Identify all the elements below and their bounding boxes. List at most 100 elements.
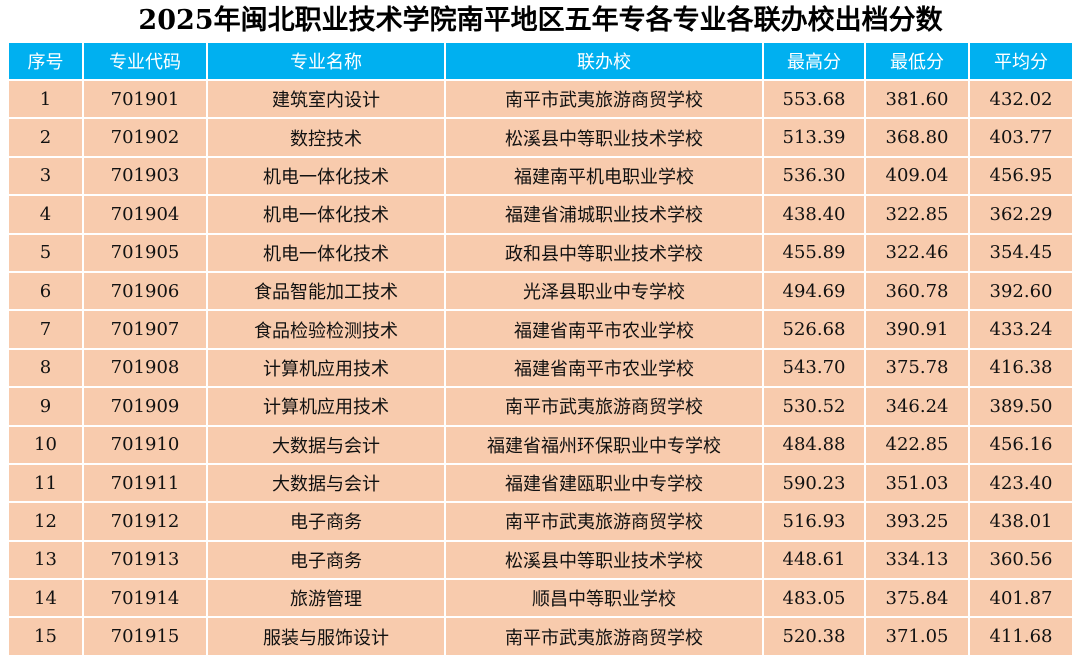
cell-partner-school: 光泽县职业中专学校 xyxy=(444,270,764,312)
cell-major-code: 701901 xyxy=(82,78,208,120)
cell-index: 10 xyxy=(7,424,84,465)
table-row: 5 701905 机电一体化技术 政和县中等职业技术学校 455.89 322.46 354… xyxy=(7,232,1074,273)
cell-min-score: 390.91 xyxy=(864,309,970,350)
cell-min-score: 422.85 xyxy=(864,424,970,465)
header-min-score: 最低分 xyxy=(864,41,970,81)
table-row: 8 701908 计算机应用技术 福建省南平市农业学校 543.70 375.78 416.… xyxy=(7,347,1074,389)
cell-max-score: 448.61 xyxy=(762,539,866,581)
cell-max-score: 484.88 xyxy=(762,424,866,465)
cell-avg-score: 456.16 xyxy=(968,424,1074,465)
cell-min-score: 371.05 xyxy=(864,616,970,657)
cell-major-code: 701908 xyxy=(82,347,208,389)
cell-index: 1 xyxy=(7,78,84,120)
cell-partner-school: 福建省福州环保职业中专学校 xyxy=(444,424,764,465)
header-major-code: 专业代码 xyxy=(82,41,208,81)
table-row: 4 701904 机电一体化技术 福建省浦城职业技术学校 438.40 322.85 362… xyxy=(7,194,1074,235)
cell-avg-score: 433.24 xyxy=(968,309,1074,350)
cell-partner-school: 松溪县中等职业技术学校 xyxy=(444,539,764,581)
cell-major-code: 701909 xyxy=(82,386,208,427)
cell-major-code: 701905 xyxy=(82,232,208,273)
table-row: 10 701910 大数据与会计 福建省福州环保职业中专学校 484.88 422.85 4… xyxy=(7,424,1074,465)
header-max-score: 最高分 xyxy=(762,41,866,81)
cell-major-name: 电子商务 xyxy=(206,539,446,581)
cell-max-score: 516.93 xyxy=(762,501,866,542)
cell-avg-score: 423.40 xyxy=(968,462,1074,504)
table-row: 1 701901 建筑室内设计 南平市武夷旅游商贸学校 553.68 381.60 432.… xyxy=(7,78,1074,120)
cell-major-name: 建筑室内设计 xyxy=(206,78,446,120)
cell-major-name: 大数据与会计 xyxy=(206,424,446,465)
table-row: 13 701913 电子商务 松溪县中等职业技术学校 448.61 334.13 360.5… xyxy=(7,539,1074,581)
cell-max-score: 513.39 xyxy=(762,117,866,158)
table-row: 11 701911 大数据与会计 福建省建瓯职业中专学校 590.23 351.03 423… xyxy=(7,462,1074,504)
cell-major-code: 701915 xyxy=(82,616,208,657)
cell-avg-score: 389.50 xyxy=(968,386,1074,427)
cell-max-score: 536.30 xyxy=(762,155,866,197)
cell-max-score: 526.68 xyxy=(762,309,866,350)
scores-table: 序号 专业代码 专业名称 联办校 最高分 最低分 平均分 1 701901 建筑室内设计 南平市武… xyxy=(7,41,1074,657)
cell-partner-school: 松溪县中等职业技术学校 xyxy=(444,117,764,158)
cell-max-score: 438.40 xyxy=(762,194,866,235)
header-major-name: 专业名称 xyxy=(206,41,446,81)
cell-major-code: 701903 xyxy=(82,155,208,197)
cell-major-name: 食品检验检测技术 xyxy=(206,309,446,350)
cell-min-score: 351.03 xyxy=(864,462,970,504)
cell-max-score: 494.69 xyxy=(762,270,866,312)
cell-major-name: 机电一体化技术 xyxy=(206,232,446,273)
cell-partner-school: 南平市武夷旅游商贸学校 xyxy=(444,501,764,542)
cell-major-code: 701902 xyxy=(82,117,208,158)
cell-major-name: 数控技术 xyxy=(206,117,446,158)
table-row: 14 701914 旅游管理 顺昌中等职业学校 483.05 375.84 401.87 xyxy=(7,578,1074,619)
cell-major-code: 701904 xyxy=(82,194,208,235)
cell-max-score: 483.05 xyxy=(762,578,866,619)
header-partner-school: 联办校 xyxy=(444,41,764,81)
cell-major-code: 701911 xyxy=(82,462,208,504)
cell-avg-score: 362.29 xyxy=(968,194,1074,235)
cell-max-score: 520.38 xyxy=(762,616,866,657)
cell-major-code: 701910 xyxy=(82,424,208,465)
cell-major-code: 701907 xyxy=(82,309,208,350)
cell-index: 8 xyxy=(7,347,84,389)
table-row: 9 701909 计算机应用技术 南平市武夷旅游商贸学校 530.52 346.24 389… xyxy=(7,386,1074,427)
cell-index: 14 xyxy=(7,578,84,619)
cell-index: 4 xyxy=(7,194,84,235)
table-row: 6 701906 食品智能加工技术 光泽县职业中专学校 494.69 360.78 392.… xyxy=(7,270,1074,312)
cell-partner-school: 南平市武夷旅游商贸学校 xyxy=(444,78,764,120)
cell-major-name: 计算机应用技术 xyxy=(206,347,446,389)
cell-avg-score: 438.01 xyxy=(968,501,1074,542)
cell-index: 13 xyxy=(7,539,84,581)
cell-major-code: 701914 xyxy=(82,578,208,619)
header-avg-score: 平均分 xyxy=(968,41,1074,81)
cell-min-score: 346.24 xyxy=(864,386,970,427)
table-row: 12 701912 电子商务 南平市武夷旅游商贸学校 516.93 393.25 438.0… xyxy=(7,501,1074,542)
cell-avg-score: 403.77 xyxy=(968,117,1074,158)
cell-min-score: 322.46 xyxy=(864,232,970,273)
table-row: 7 701907 食品检验检测技术 福建省南平市农业学校 526.68 390.91 433… xyxy=(7,309,1074,350)
cell-partner-school: 福建南平机电职业学校 xyxy=(444,155,764,197)
table-row: 2 701902 数控技术 松溪县中等职业技术学校 513.39 368.80 403.77 xyxy=(7,117,1074,158)
cell-avg-score: 411.68 xyxy=(968,616,1074,657)
cell-min-score: 409.04 xyxy=(864,155,970,197)
cell-max-score: 553.68 xyxy=(762,78,866,120)
cell-partner-school: 福建省浦城职业技术学校 xyxy=(444,194,764,235)
cell-major-name: 机电一体化技术 xyxy=(206,194,446,235)
cell-min-score: 375.78 xyxy=(864,347,970,389)
cell-major-name: 大数据与会计 xyxy=(206,462,446,504)
cell-index: 11 xyxy=(7,462,84,504)
cell-index: 7 xyxy=(7,309,84,350)
header-row: 序号 专业代码 专业名称 联办校 最高分 最低分 平均分 xyxy=(7,41,1074,81)
cell-max-score: 590.23 xyxy=(762,462,866,504)
cell-partner-school: 福建省南平市农业学校 xyxy=(444,347,764,389)
cell-index: 6 xyxy=(7,270,84,312)
cell-major-name: 计算机应用技术 xyxy=(206,386,446,427)
cell-min-score: 322.85 xyxy=(864,194,970,235)
cell-avg-score: 360.56 xyxy=(968,539,1074,581)
cell-index: 5 xyxy=(7,232,84,273)
cell-partner-school: 南平市武夷旅游商贸学校 xyxy=(444,616,764,657)
cell-max-score: 530.52 xyxy=(762,386,866,427)
cell-major-code: 701913 xyxy=(82,539,208,581)
cell-avg-score: 416.38 xyxy=(968,347,1074,389)
cell-index: 3 xyxy=(7,155,84,197)
cell-major-code: 701906 xyxy=(82,270,208,312)
cell-partner-school: 南平市武夷旅游商贸学校 xyxy=(444,386,764,427)
cell-avg-score: 456.95 xyxy=(968,155,1074,197)
